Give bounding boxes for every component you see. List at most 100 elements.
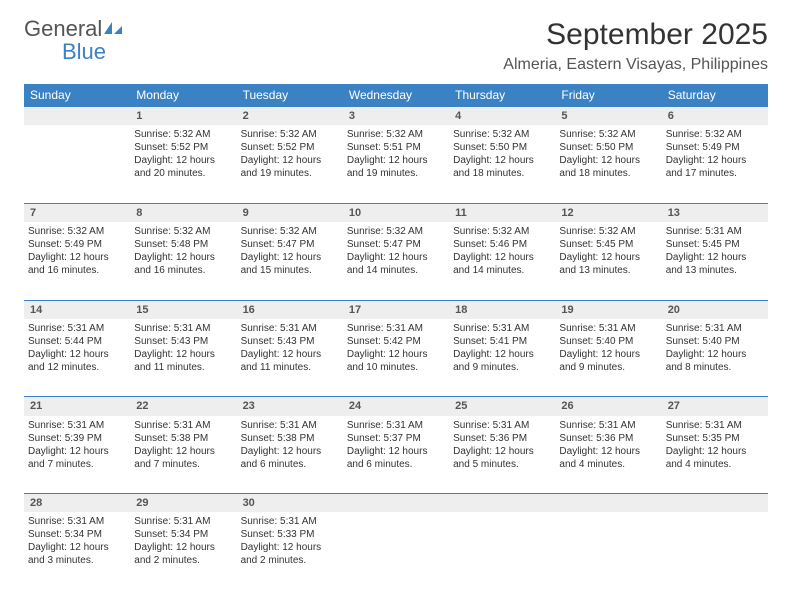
day-number: 15: [130, 300, 236, 319]
location-text: Almeria, Eastern Visayas, Philippines: [503, 56, 768, 74]
sunrise-text: Sunrise: 5:31 AM: [134, 515, 232, 528]
logo-sail-icon: [102, 20, 124, 41]
sunset-text: Sunset: 5:36 PM: [453, 432, 551, 445]
day-number: 12: [555, 203, 661, 222]
daylight-text: Daylight: 12 hours and 7 minutes.: [134, 445, 232, 471]
day-cell: Sunrise: 5:31 AMSunset: 5:38 PMDaylight:…: [237, 416, 343, 494]
week-row: Sunrise: 5:32 AMSunset: 5:52 PMDaylight:…: [24, 125, 768, 203]
daylight-text: Daylight: 12 hours and 16 minutes.: [28, 251, 126, 277]
daylight-text: Daylight: 12 hours and 20 minutes.: [134, 154, 232, 180]
day-number: 2: [237, 107, 343, 126]
daynum-row: 21222324252627: [24, 397, 768, 416]
sunset-text: Sunset: 5:43 PM: [134, 335, 232, 348]
sunset-text: Sunset: 5:45 PM: [666, 238, 764, 251]
week-row: Sunrise: 5:31 AMSunset: 5:44 PMDaylight:…: [24, 319, 768, 397]
sunrise-text: Sunrise: 5:32 AM: [241, 128, 339, 141]
daynum-row: 14151617181920: [24, 300, 768, 319]
day-header: Tuesday: [237, 84, 343, 107]
day-cell: Sunrise: 5:31 AMSunset: 5:44 PMDaylight:…: [24, 319, 130, 397]
day-number: 25: [449, 397, 555, 416]
sunset-text: Sunset: 5:50 PM: [559, 141, 657, 154]
sunrise-text: Sunrise: 5:31 AM: [347, 419, 445, 432]
sunset-text: Sunset: 5:44 PM: [28, 335, 126, 348]
day-number: 23: [237, 397, 343, 416]
day-number: 30: [237, 494, 343, 513]
daylight-text: Daylight: 12 hours and 14 minutes.: [453, 251, 551, 277]
sunrise-text: Sunrise: 5:31 AM: [453, 419, 551, 432]
day-number: 9: [237, 203, 343, 222]
sunrise-text: Sunrise: 5:31 AM: [666, 419, 764, 432]
day-number: 1: [130, 107, 236, 126]
day-header: Wednesday: [343, 84, 449, 107]
daylight-text: Daylight: 12 hours and 19 minutes.: [347, 154, 445, 180]
sunset-text: Sunset: 5:40 PM: [559, 335, 657, 348]
sunset-text: Sunset: 5:34 PM: [134, 528, 232, 541]
sunrise-text: Sunrise: 5:31 AM: [559, 322, 657, 335]
day-header: Sunday: [24, 84, 130, 107]
sunset-text: Sunset: 5:38 PM: [134, 432, 232, 445]
day-cell: Sunrise: 5:31 AMSunset: 5:33 PMDaylight:…: [237, 512, 343, 590]
day-number: 6: [662, 107, 768, 126]
daylight-text: Daylight: 12 hours and 8 minutes.: [666, 348, 764, 374]
day-cell: Sunrise: 5:31 AMSunset: 5:42 PMDaylight:…: [343, 319, 449, 397]
sunrise-text: Sunrise: 5:31 AM: [134, 322, 232, 335]
sunrise-text: Sunrise: 5:31 AM: [28, 419, 126, 432]
sunset-text: Sunset: 5:49 PM: [28, 238, 126, 251]
sunset-text: Sunset: 5:38 PM: [241, 432, 339, 445]
day-number: 28: [24, 494, 130, 513]
sunrise-text: Sunrise: 5:32 AM: [134, 225, 232, 238]
daynum-row: 282930: [24, 494, 768, 513]
sunrise-text: Sunrise: 5:32 AM: [347, 225, 445, 238]
sunrise-text: Sunrise: 5:32 AM: [559, 225, 657, 238]
day-cell: Sunrise: 5:31 AMSunset: 5:39 PMDaylight:…: [24, 416, 130, 494]
day-number: 14: [24, 300, 130, 319]
sunset-text: Sunset: 5:45 PM: [559, 238, 657, 251]
day-cell: [449, 512, 555, 590]
daylight-text: Daylight: 12 hours and 2 minutes.: [241, 541, 339, 567]
day-cell: Sunrise: 5:32 AMSunset: 5:47 PMDaylight:…: [237, 222, 343, 300]
daynum-row: 78910111213: [24, 203, 768, 222]
day-cell: [343, 512, 449, 590]
sunrise-text: Sunrise: 5:31 AM: [134, 419, 232, 432]
sunrise-text: Sunrise: 5:31 AM: [347, 322, 445, 335]
daylight-text: Daylight: 12 hours and 16 minutes.: [134, 251, 232, 277]
day-cell: Sunrise: 5:31 AMSunset: 5:43 PMDaylight:…: [237, 319, 343, 397]
day-header: Friday: [555, 84, 661, 107]
day-cell: Sunrise: 5:31 AMSunset: 5:43 PMDaylight:…: [130, 319, 236, 397]
sunrise-text: Sunrise: 5:32 AM: [559, 128, 657, 141]
day-number: 8: [130, 203, 236, 222]
sunset-text: Sunset: 5:47 PM: [347, 238, 445, 251]
day-number: 19: [555, 300, 661, 319]
daylight-text: Daylight: 12 hours and 9 minutes.: [559, 348, 657, 374]
day-header: Thursday: [449, 84, 555, 107]
sunrise-text: Sunrise: 5:32 AM: [453, 225, 551, 238]
day-number: [555, 494, 661, 513]
day-header-row: SundayMondayTuesdayWednesdayThursdayFrid…: [24, 84, 768, 107]
day-header: Saturday: [662, 84, 768, 107]
day-cell: Sunrise: 5:31 AMSunset: 5:40 PMDaylight:…: [662, 319, 768, 397]
sunrise-text: Sunrise: 5:31 AM: [28, 322, 126, 335]
day-number: 21: [24, 397, 130, 416]
day-number: 7: [24, 203, 130, 222]
sunrise-text: Sunrise: 5:32 AM: [241, 225, 339, 238]
daylight-text: Daylight: 12 hours and 11 minutes.: [241, 348, 339, 374]
sunset-text: Sunset: 5:33 PM: [241, 528, 339, 541]
page-title: September 2025: [503, 18, 768, 52]
day-cell: Sunrise: 5:32 AMSunset: 5:51 PMDaylight:…: [343, 125, 449, 203]
daylight-text: Daylight: 12 hours and 17 minutes.: [666, 154, 764, 180]
week-row: Sunrise: 5:32 AMSunset: 5:49 PMDaylight:…: [24, 222, 768, 300]
day-cell: Sunrise: 5:32 AMSunset: 5:52 PMDaylight:…: [130, 125, 236, 203]
day-cell: Sunrise: 5:31 AMSunset: 5:40 PMDaylight:…: [555, 319, 661, 397]
day-cell: Sunrise: 5:32 AMSunset: 5:47 PMDaylight:…: [343, 222, 449, 300]
sunset-text: Sunset: 5:34 PM: [28, 528, 126, 541]
daylight-text: Daylight: 12 hours and 6 minutes.: [241, 445, 339, 471]
sunset-text: Sunset: 5:40 PM: [666, 335, 764, 348]
sunrise-text: Sunrise: 5:32 AM: [134, 128, 232, 141]
logo-text-block: General Blue: [24, 18, 124, 64]
daylight-text: Daylight: 12 hours and 2 minutes.: [134, 541, 232, 567]
sunrise-text: Sunrise: 5:31 AM: [241, 515, 339, 528]
day-number: 13: [662, 203, 768, 222]
day-number: 4: [449, 107, 555, 126]
week-row: Sunrise: 5:31 AMSunset: 5:34 PMDaylight:…: [24, 512, 768, 590]
sunset-text: Sunset: 5:42 PM: [347, 335, 445, 348]
